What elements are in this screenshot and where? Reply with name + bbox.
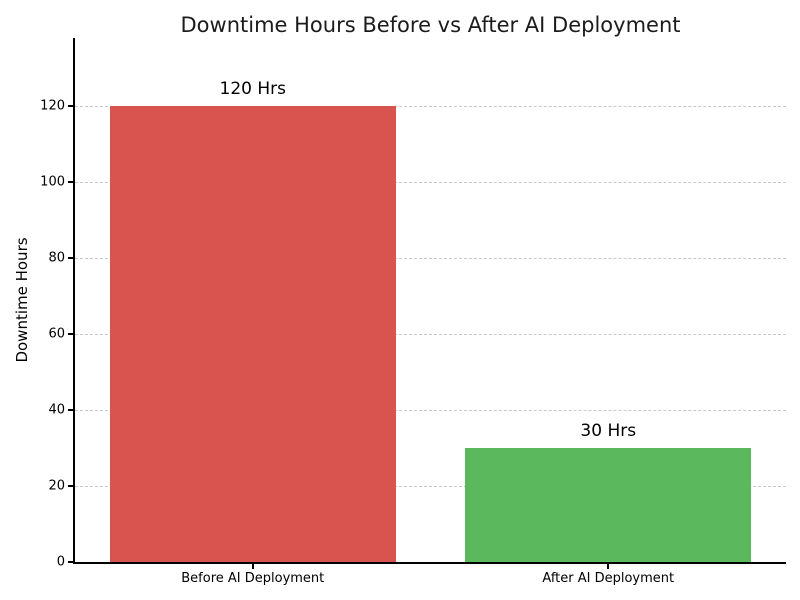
bar-after-ai-deployment (465, 448, 752, 562)
y-axis-tick (68, 257, 73, 260)
x-axis-spine (73, 562, 786, 564)
y-axis-tick (68, 333, 73, 336)
gridline (75, 182, 786, 184)
x-axis-tick (607, 564, 610, 569)
y-tick-label: 120 (40, 98, 65, 114)
x-tick-label: After AI Deployment (542, 571, 675, 586)
y-tick-label: 60 (48, 326, 65, 342)
y-tick-label: 80 (48, 250, 65, 266)
y-axis-spine (73, 38, 75, 564)
x-axis-tick (251, 564, 254, 569)
gridline (75, 334, 786, 336)
y-axis-tick (68, 181, 73, 184)
bar-before-ai-deployment (109, 106, 396, 562)
gridline (75, 106, 786, 108)
gridline (75, 258, 786, 260)
y-axis-tick (68, 561, 73, 563)
y-tick-label: 40 (48, 402, 65, 418)
y-axis-tick (68, 485, 73, 488)
y-tick-label: 20 (48, 478, 65, 494)
y-tick-label: 0 (56, 554, 65, 570)
chart-title: Downtime Hours Before vs After AI Deploy… (180, 13, 681, 37)
plot-area: 0 20 40 60 80 100 120 120 Hrs Before AI Deployme… (40, 38, 786, 586)
y-axis-tick (68, 105, 73, 108)
bar-value-label: 120 Hrs (219, 79, 286, 100)
y-axis-label-text: Downtime Hours (13, 237, 31, 363)
y-tick-label: 100 (40, 174, 65, 190)
gridline (75, 486, 786, 488)
gridline (75, 410, 786, 412)
y-axis-tick (68, 409, 73, 412)
x-tick-label: Before AI Deployment (181, 571, 325, 586)
bar-value-label: 30 Hrs (580, 421, 637, 442)
